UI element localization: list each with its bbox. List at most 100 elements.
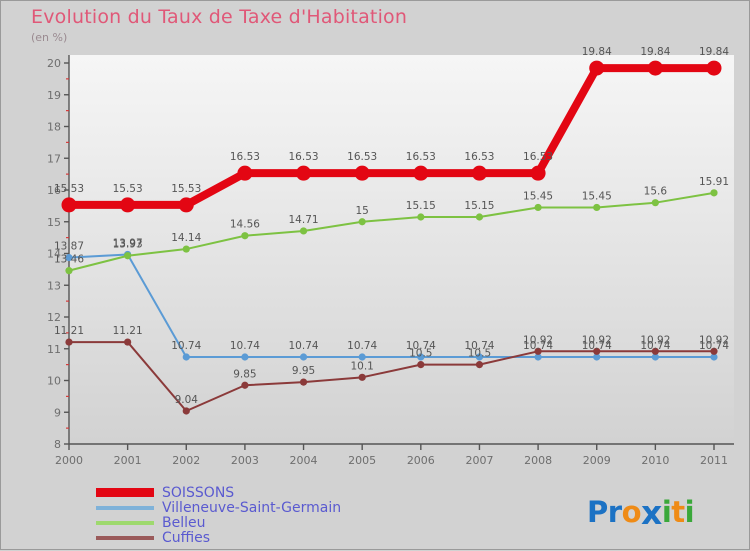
data-point-label: 16.53 [230, 151, 260, 163]
data-point-label: 15.45 [523, 190, 553, 202]
data-point [475, 213, 484, 221]
y-tick-label: 14 [47, 248, 61, 261]
legend-item[interactable]: SOISSONS [96, 485, 526, 500]
y-tick-label: 18 [47, 121, 61, 134]
data-point-label: 10.92 [699, 334, 729, 346]
data-point-label: 14.71 [289, 214, 319, 226]
data-point [358, 353, 366, 361]
legend-label: Cuffies [162, 529, 211, 546]
data-point [710, 347, 718, 355]
data-point-label: 10.74 [464, 340, 494, 352]
data-point [65, 254, 73, 262]
legend-label: Belleu [162, 514, 206, 531]
x-tick-label: 2006 [407, 454, 435, 467]
logo-letter-i2: i [684, 495, 695, 529]
data-point-label: 16.53 [406, 151, 436, 163]
data-point [299, 378, 308, 386]
logo-letter-t: t [671, 495, 685, 529]
legend-item[interactable]: Villeneuve-Saint-Germain [96, 500, 526, 515]
x-tick-label: 2002 [172, 454, 200, 467]
line-chart: 8 9 10 11 12 13 14 15 16 17 18 19 20 2000 2001 2002 2003… [47, 46, 734, 467]
series-soissons [61, 60, 722, 213]
data-point [589, 60, 605, 76]
data-point [417, 353, 425, 361]
data-point-label: 11.21 [54, 325, 84, 337]
data-point [417, 361, 425, 369]
data-point [534, 347, 542, 355]
data-point [651, 353, 659, 361]
legend-item[interactable]: Cuffies [96, 530, 526, 545]
series-line [65, 64, 718, 209]
data-point [651, 199, 659, 207]
data-point [65, 267, 73, 275]
data-point [120, 197, 136, 213]
series-belleu [65, 189, 718, 275]
data-point-label: 15.53 [54, 183, 84, 195]
data-point-label: 13.46 [54, 254, 84, 266]
data-point [593, 353, 601, 361]
y-tick-label: 9 [54, 406, 61, 419]
x-tick-label: 2003 [231, 454, 259, 467]
data-point-label: 15.53 [171, 183, 201, 195]
data-point-label: 19.84 [699, 46, 729, 58]
data-point-label: 10.74 [230, 340, 260, 352]
logo-letter-x: x [641, 493, 662, 532]
data-point [182, 407, 190, 415]
plot-background [69, 55, 734, 444]
page-title: Evolution du Taux de Taxe d'Habitation [31, 6, 408, 28]
data-point-label: 9.04 [175, 394, 199, 406]
data-point-label: 10.92 [640, 334, 670, 346]
data-point-label: 14.14 [171, 232, 201, 244]
data-point [182, 353, 190, 361]
data-point-label: 10.5 [468, 348, 491, 360]
data-point-label: 15.45 [582, 190, 612, 202]
logo-letter-r: r [607, 495, 622, 529]
legend-swatch [96, 505, 154, 510]
y-tick-label: 19 [47, 89, 61, 102]
data-point-label: 9.95 [292, 365, 315, 377]
data-point [182, 245, 190, 253]
data-point [299, 227, 308, 235]
data-point-label: 10.74 [523, 340, 553, 352]
data-point-label: 10.74 [289, 340, 319, 352]
data-point-label: 9.85 [233, 368, 256, 380]
data-point-label: 10.92 [582, 334, 612, 346]
x-tick-label: 2004 [290, 454, 318, 467]
data-point-label: 10.74 [640, 340, 670, 352]
data-point [241, 381, 249, 389]
x-tick-label: 2007 [465, 454, 493, 467]
y-tick-label: 11 [47, 343, 61, 356]
series-line [68, 341, 715, 412]
data-point [358, 218, 366, 226]
data-point [65, 338, 73, 346]
data-point-label: 10.74 [347, 340, 377, 352]
data-point [61, 197, 77, 213]
legend-item[interactable]: Belleu [96, 515, 526, 530]
data-point-label: 13.87 [54, 241, 84, 253]
data-point [710, 353, 718, 361]
data-point [475, 353, 484, 361]
data-point-label: 10.74 [406, 340, 436, 352]
data-point [534, 353, 542, 361]
data-point [299, 353, 308, 361]
data-point [593, 347, 601, 355]
data-point-label: 10.5 [409, 348, 432, 360]
data-point-label: 13.97 [113, 237, 143, 249]
data-point [534, 203, 542, 212]
x-tick-label: 2008 [524, 454, 552, 467]
data-point-label: 14.56 [230, 219, 260, 231]
data-point [296, 165, 312, 181]
data-point-label: 10.1 [350, 360, 373, 372]
data-point-label: 15 [355, 205, 368, 217]
data-point [417, 213, 425, 221]
y-tick-label: 13 [47, 279, 61, 292]
y-tick-label: 10 [47, 375, 61, 388]
data-point-label: 15.6 [644, 186, 668, 198]
data-point-label: 15.15 [406, 200, 436, 212]
y-tick-label: 16 [47, 184, 61, 197]
x-tick-label: 2005 [348, 454, 376, 467]
logo-letter-i1: i [661, 495, 672, 529]
legend-label: SOISSONS [162, 484, 235, 501]
